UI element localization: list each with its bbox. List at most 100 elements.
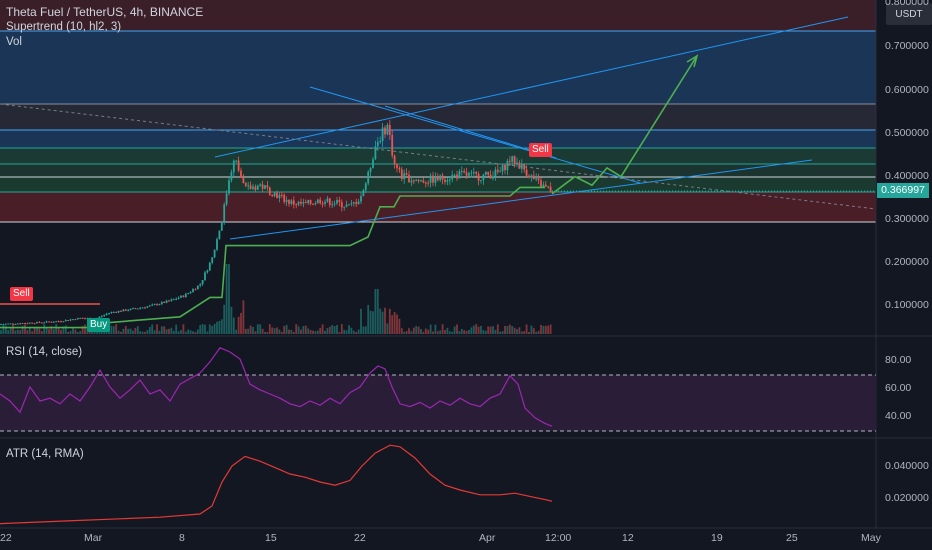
rsi-legend[interactable]: RSI (14, close) xyxy=(6,346,83,358)
candle-body xyxy=(482,174,485,181)
candle-body xyxy=(535,178,538,180)
volume-bar xyxy=(309,329,312,334)
volume-bar xyxy=(72,328,74,334)
volume-bar xyxy=(444,330,446,334)
candle-body xyxy=(232,160,235,173)
volume-bar xyxy=(235,329,238,334)
candle-body xyxy=(300,201,302,204)
candle-body xyxy=(67,319,70,321)
candle-body xyxy=(304,202,307,204)
candle-body xyxy=(2,324,5,326)
candle-body xyxy=(235,160,238,162)
candle-body xyxy=(254,186,257,190)
candle-body xyxy=(120,310,122,312)
candle-body xyxy=(333,203,336,205)
candle-body xyxy=(199,284,202,286)
candle-body xyxy=(523,164,526,170)
volume-bar xyxy=(448,331,451,334)
rsi-tick: 40.00 xyxy=(885,410,912,422)
candle-body xyxy=(98,316,101,319)
volume-bar xyxy=(477,326,480,334)
current-price-tag[interactable]: 0.366997 xyxy=(877,183,929,198)
sell-signal-label-left[interactable]: Sell xyxy=(10,287,33,301)
volume-bar xyxy=(324,330,326,334)
volume-bar xyxy=(357,329,360,334)
candle-body xyxy=(441,175,444,180)
candle-body xyxy=(415,180,418,182)
candle-body xyxy=(182,295,185,298)
candle-body xyxy=(360,195,362,202)
candle-body xyxy=(79,317,82,319)
candle-body xyxy=(84,318,86,320)
candle-body xyxy=(268,187,271,195)
volume-bar xyxy=(508,324,511,334)
candle-body xyxy=(122,309,125,312)
volume-bar xyxy=(472,325,475,334)
candle-body xyxy=(453,174,456,176)
time-tick: 19 xyxy=(711,532,723,544)
time-tick: Mar xyxy=(84,532,103,544)
volume-bar xyxy=(453,326,456,334)
buy-signal-label[interactable]: Buy xyxy=(87,318,111,332)
candle-body xyxy=(340,202,343,208)
volume-bar xyxy=(240,312,242,334)
volume-bar xyxy=(295,324,298,334)
candle-body xyxy=(163,301,166,303)
supertrend-legend[interactable]: Supertrend (10, hl2, 3) xyxy=(6,21,122,33)
candle-body xyxy=(24,323,26,325)
rsi-tick: 60.00 xyxy=(885,382,912,394)
volume-bar xyxy=(153,330,156,334)
symbol-title[interactable]: Theta Fuel / TetherUS, 4h, BINANCE xyxy=(6,5,204,19)
volume-bar xyxy=(211,325,214,334)
candle-body xyxy=(139,307,142,309)
rsi-tick: 80.00 xyxy=(885,354,912,366)
volume-legend[interactable]: Vol xyxy=(6,36,22,48)
candle-body xyxy=(175,298,178,300)
candle-body xyxy=(105,313,108,315)
volume-bar xyxy=(516,329,518,334)
volume-bar xyxy=(194,331,197,334)
volume-bar xyxy=(276,327,278,334)
atr-legend[interactable]: ATR (14, RMA) xyxy=(6,448,84,460)
volume-bar xyxy=(350,327,353,334)
volume-bar xyxy=(352,330,355,334)
volume-bar xyxy=(19,330,22,334)
volume-bar xyxy=(266,331,269,334)
candle-body xyxy=(314,203,317,205)
candle-body xyxy=(432,175,434,183)
candle-body xyxy=(52,321,55,323)
volume-bar xyxy=(480,325,482,334)
candle-body xyxy=(237,160,240,171)
volume-bar xyxy=(172,330,175,334)
volume-bar xyxy=(434,324,437,334)
candle-body xyxy=(295,204,298,206)
volume-bar xyxy=(333,325,336,334)
volume-bar xyxy=(391,315,394,334)
volume-bar xyxy=(170,327,173,334)
volume-bar xyxy=(139,331,142,334)
candle-body xyxy=(540,180,542,187)
volume-bar xyxy=(336,325,338,334)
candle-body xyxy=(381,127,384,142)
volume-bar xyxy=(290,330,293,334)
volume-bar xyxy=(230,306,233,334)
volume-bar xyxy=(489,326,492,334)
trendline-support xyxy=(229,159,813,240)
candle-body xyxy=(211,257,214,263)
volume-bar xyxy=(463,330,466,334)
candle-body xyxy=(187,293,190,295)
candle-body xyxy=(273,192,276,197)
volume-bar xyxy=(470,327,473,334)
price-tick: 0.100000 xyxy=(885,299,929,311)
projection-arrow xyxy=(551,54,699,195)
volume-bar xyxy=(163,326,166,334)
sell-signal-label-right[interactable]: Sell xyxy=(529,143,552,157)
volume-bar xyxy=(468,329,470,334)
currency-badge[interactable]: USDT xyxy=(886,3,932,25)
candle-body xyxy=(230,172,233,181)
volume-bar xyxy=(532,328,535,334)
trendlines xyxy=(0,16,877,240)
volume-bar xyxy=(69,330,72,334)
volume-bar xyxy=(4,325,7,334)
